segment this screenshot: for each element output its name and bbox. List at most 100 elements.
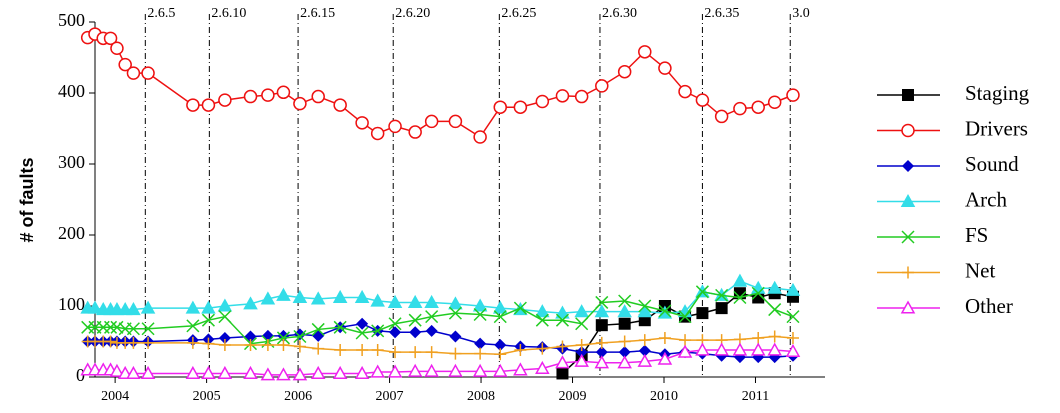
marker <box>185 300 201 314</box>
marker <box>260 291 276 305</box>
release-label: 2.6.10 <box>211 6 246 21</box>
marker <box>425 324 438 337</box>
marker <box>595 319 608 332</box>
marker <box>448 363 463 377</box>
marker <box>473 130 487 144</box>
marker <box>555 313 569 327</box>
marker <box>786 331 799 344</box>
marker <box>409 326 422 339</box>
marker <box>786 88 800 102</box>
marker <box>472 298 488 312</box>
marker <box>493 310 507 324</box>
marker <box>900 193 916 208</box>
legend-label: Drivers <box>965 116 1028 140</box>
marker <box>715 288 729 302</box>
marker <box>785 343 801 357</box>
marker <box>617 64 632 79</box>
marker <box>371 324 385 338</box>
marker <box>243 296 258 310</box>
marker <box>574 304 589 318</box>
marker <box>448 296 463 310</box>
x-tick-label: 2006 <box>284 389 312 404</box>
marker <box>276 367 291 381</box>
marker <box>695 342 710 356</box>
marker <box>140 365 156 379</box>
marker <box>555 89 570 103</box>
marker <box>218 310 232 324</box>
legend-label: Sound <box>965 152 1019 176</box>
marker <box>355 326 369 340</box>
marker <box>751 100 765 114</box>
marker <box>310 291 326 305</box>
x-tick-label: 2011 <box>742 389 769 404</box>
marker <box>276 85 291 100</box>
marker <box>217 365 233 379</box>
x-tick-label: 2007 <box>376 389 404 404</box>
marker <box>448 114 463 129</box>
marker <box>494 339 507 352</box>
marker <box>389 326 402 339</box>
marker <box>126 365 141 379</box>
marker <box>217 298 233 312</box>
marker <box>595 295 609 309</box>
marker <box>657 351 673 365</box>
marker <box>356 344 369 357</box>
marker <box>388 119 402 134</box>
marker <box>260 367 276 381</box>
marker <box>186 98 200 112</box>
marker <box>595 346 608 359</box>
marker <box>127 336 140 349</box>
marker <box>715 302 728 315</box>
marker <box>678 84 692 99</box>
marker <box>535 304 550 318</box>
marker <box>201 98 216 112</box>
marker <box>555 305 570 319</box>
marker <box>311 89 325 104</box>
legend-label: Other <box>965 294 1013 318</box>
marker <box>556 340 569 353</box>
marker <box>786 310 800 324</box>
marker <box>768 303 782 317</box>
series-line <box>87 322 794 358</box>
marker <box>449 347 462 360</box>
marker <box>277 339 290 352</box>
marker <box>292 367 308 381</box>
marker <box>312 342 325 355</box>
marker <box>142 336 155 349</box>
marker <box>218 331 231 344</box>
marker <box>595 79 609 93</box>
marker <box>474 337 487 350</box>
marker <box>902 266 914 279</box>
marker <box>767 280 782 294</box>
marker <box>594 355 610 369</box>
y-tick-label: 300 <box>58 152 85 172</box>
marker <box>594 304 610 318</box>
marker <box>126 322 140 336</box>
y-axis-label: # of faults <box>17 157 37 242</box>
marker <box>638 299 652 313</box>
x-tick-label: 2004 <box>101 389 129 404</box>
marker <box>513 362 528 376</box>
marker <box>637 304 653 318</box>
marker <box>354 289 370 304</box>
marker <box>575 317 589 331</box>
marker <box>126 302 141 316</box>
marker <box>109 363 125 377</box>
marker <box>218 339 231 352</box>
marker <box>354 365 370 379</box>
marker <box>332 289 348 304</box>
marker <box>370 364 385 378</box>
marker <box>424 363 439 377</box>
marker <box>218 93 232 107</box>
marker <box>140 300 156 314</box>
marker <box>574 353 589 367</box>
series-line <box>87 349 794 376</box>
release-label: 2.6.20 <box>395 6 430 21</box>
marker <box>425 346 438 359</box>
y-tick-label: 400 <box>58 81 85 101</box>
marker <box>492 300 508 314</box>
marker <box>785 282 801 296</box>
series-line <box>87 33 794 139</box>
marker <box>293 329 307 344</box>
marker <box>424 294 439 308</box>
